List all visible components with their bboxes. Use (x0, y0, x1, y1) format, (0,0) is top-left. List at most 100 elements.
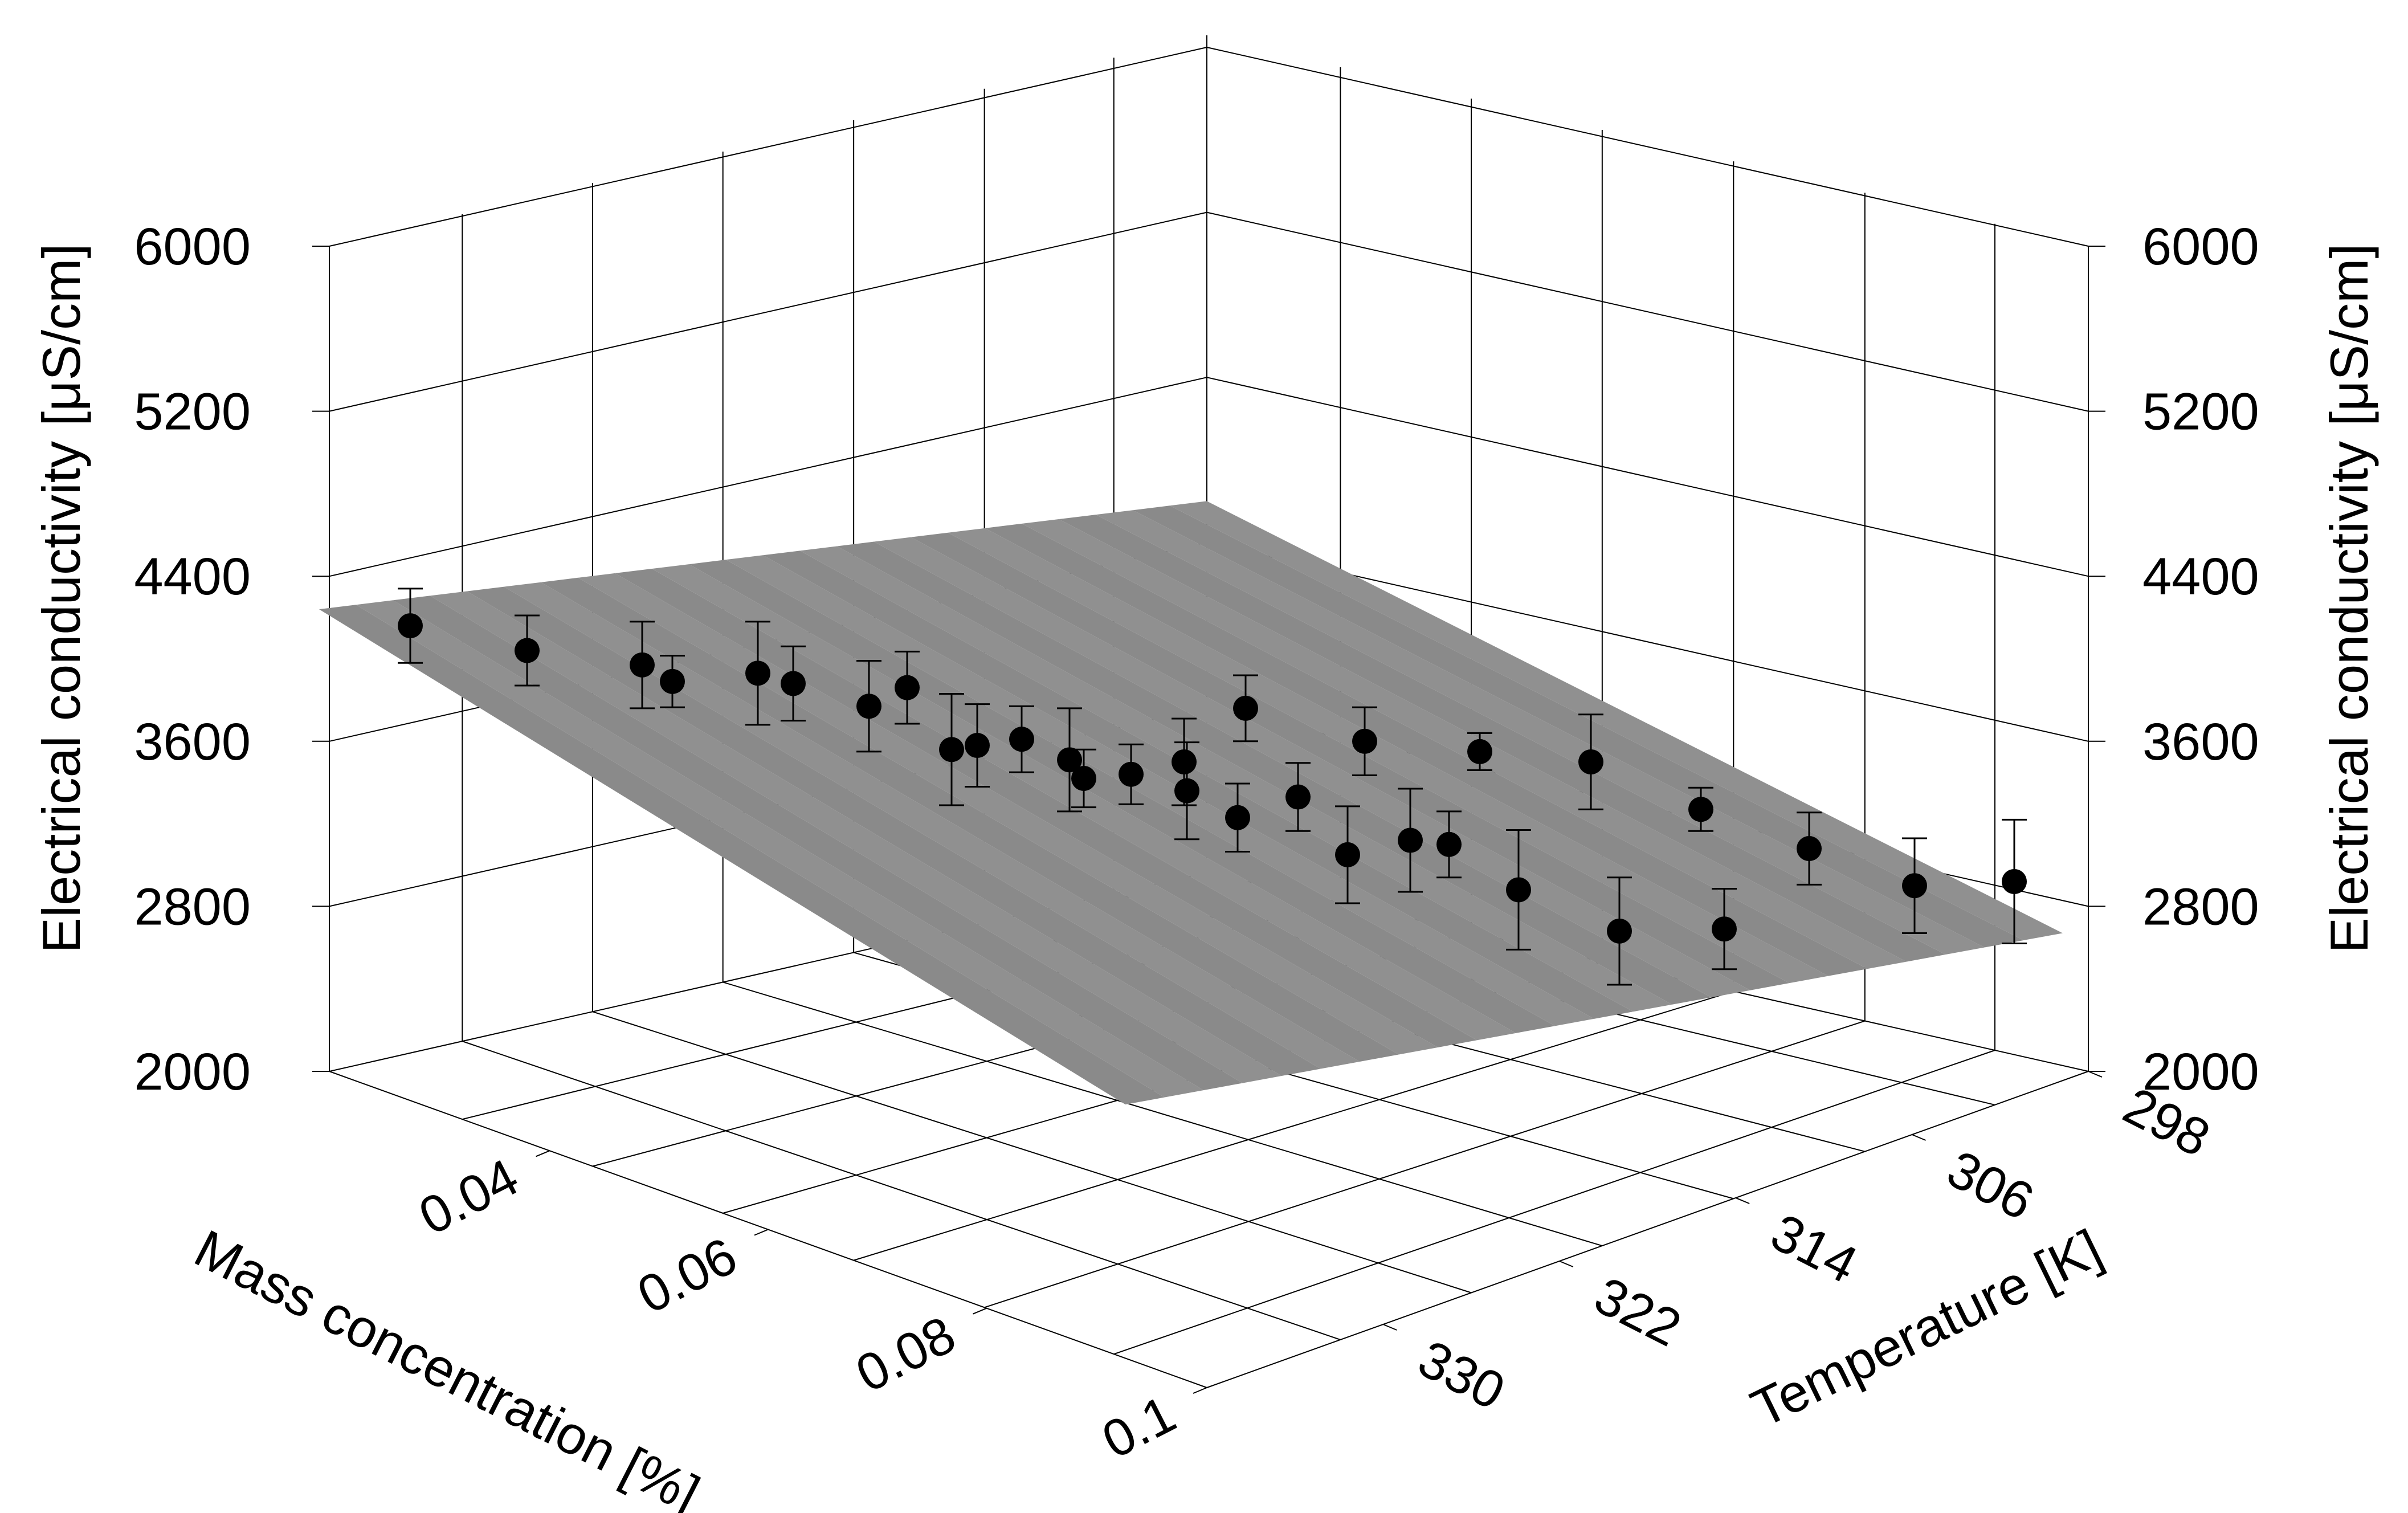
z-tick-label-right: 5200 (2142, 383, 2259, 441)
data-points (398, 588, 2027, 986)
x-tick-label: 0.08 (847, 1306, 965, 1404)
y-tick (1559, 1261, 1574, 1267)
x-axis-title: Mass concentration [%] (186, 1218, 709, 1513)
surface-band (430, 591, 1282, 1083)
wall-left-level-line (329, 377, 1207, 577)
floor-front-right-edge (1206, 1071, 2089, 1388)
x-tick (754, 1229, 769, 1236)
y-tick-label: 306 (1938, 1140, 2043, 1231)
data-point (965, 733, 990, 758)
data-point (1057, 747, 1082, 773)
floor-grid-line (853, 990, 1734, 1261)
data-point (398, 613, 423, 639)
surface-band (948, 528, 1829, 984)
z-tick-label-right: 4400 (2142, 548, 2259, 606)
data-point (1436, 831, 1462, 857)
data-point (1352, 728, 1377, 754)
y-tick (1912, 1134, 1926, 1141)
z-tick-label-left: 2800 (134, 878, 251, 936)
data-point (1335, 842, 1360, 867)
x-tick (536, 1150, 550, 1157)
data-point (1688, 797, 1713, 822)
data-point (1467, 739, 1492, 764)
data-point (515, 638, 540, 663)
y-tick-label: 322 (1586, 1266, 1690, 1358)
surface-band (1096, 510, 1985, 955)
data-point (630, 652, 655, 678)
x-tick-label: 0.1 (1093, 1385, 1185, 1470)
z-axis-title-right: Electrical conductivity [μS/cm] (2319, 243, 2379, 953)
data-point (1119, 761, 1144, 787)
data-point (1225, 805, 1250, 830)
surface-band (1170, 501, 2063, 940)
surface-band (799, 546, 1672, 1012)
floor-grid-line (723, 981, 1603, 1247)
surface-band (467, 586, 1321, 1076)
data-point (1009, 727, 1034, 752)
data-point (2002, 868, 2027, 894)
data-point (1398, 827, 1423, 853)
z-tick-label-right: 6000 (2142, 218, 2259, 276)
z-tick-label-left: 3600 (134, 713, 251, 771)
wall-right-level-line (1206, 377, 2089, 577)
data-point (1712, 916, 1737, 942)
surface-band (541, 577, 1399, 1062)
surface-band (911, 532, 1790, 990)
data-point (1578, 749, 1603, 774)
z-tick-label-left: 2000 (134, 1043, 251, 1101)
surface-band (836, 541, 1712, 1005)
surface-band (874, 537, 1750, 998)
data-point (1071, 765, 1096, 791)
surface-band (1133, 505, 2024, 948)
data-point (939, 737, 964, 762)
floor-grid-line (592, 1011, 1472, 1294)
surface-band (504, 582, 1360, 1069)
floor-grid-line (462, 1041, 1341, 1340)
surface-band (726, 555, 1594, 1026)
y-tick (1735, 1197, 1750, 1204)
wall-right-level-line (1206, 47, 2089, 247)
data-point (660, 668, 685, 694)
data-point (856, 694, 881, 719)
floor-grid-line (984, 1020, 1866, 1308)
surface-band (393, 596, 1243, 1091)
z-tick-label-left: 4400 (134, 548, 251, 606)
surface-band (985, 523, 1868, 976)
z-tick-label-right: 3600 (2142, 713, 2259, 771)
data-point (1174, 778, 1199, 804)
data-point (1172, 749, 1197, 774)
wall-left-level-line (329, 211, 1207, 412)
surface-band (763, 550, 1634, 1019)
y-tick (1383, 1324, 1397, 1331)
z-tick-label-left: 6000 (134, 218, 251, 276)
surface-band (319, 605, 1165, 1105)
floor-grid-line (1113, 1050, 1995, 1355)
y-tick-label: 314 (1762, 1203, 1866, 1295)
data-point (1285, 784, 1311, 810)
surface-band (1022, 519, 1907, 969)
z-tick-label-right: 2800 (2142, 878, 2259, 936)
z-axis-title-left: Electrical conductivity [μS/cm] (31, 243, 91, 953)
data-point (781, 671, 806, 696)
z-tick-label-right: 2000 (2142, 1043, 2259, 1101)
z-tick-label-left: 5200 (134, 383, 251, 441)
data-point (1797, 836, 1822, 862)
x-tick-label: 0.04 (410, 1148, 528, 1246)
surface-band (615, 568, 1477, 1047)
data-point (895, 675, 920, 700)
wall-left-level-line (329, 47, 1207, 247)
y-tick (2088, 1071, 2103, 1078)
x-tick (973, 1307, 987, 1315)
data-point (1902, 873, 1927, 899)
data-point (1607, 918, 1632, 944)
x-tick (1193, 1387, 1207, 1394)
wall-right-level-line (1206, 211, 2089, 412)
data-point (745, 660, 770, 686)
data-point (1233, 695, 1258, 721)
surface-band (356, 600, 1204, 1098)
data-point (1506, 877, 1531, 903)
surface-band (1059, 515, 1946, 962)
y-tick-label: 330 (1409, 1330, 1513, 1421)
